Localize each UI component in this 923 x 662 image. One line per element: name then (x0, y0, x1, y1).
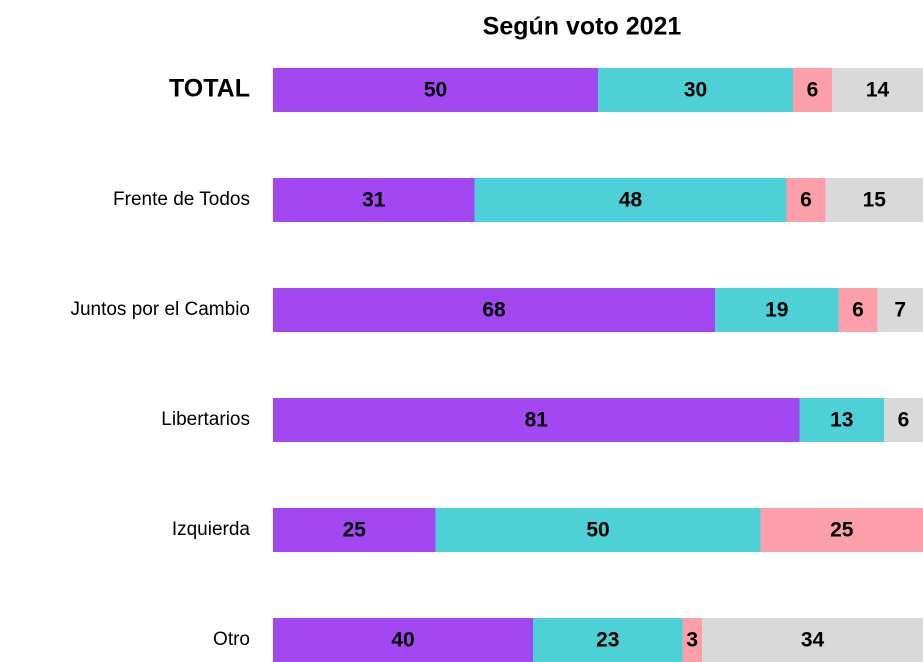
value-label: 6 (807, 79, 819, 102)
value-label: 7 (894, 299, 906, 322)
bar-segment (435, 508, 761, 552)
bar-segment (682, 618, 702, 662)
bar-segment (877, 288, 923, 332)
bar-segment (884, 398, 923, 442)
bar-segment (273, 618, 533, 662)
value-label: 13 (830, 409, 853, 432)
value-label: 14 (866, 79, 890, 102)
bar-segment (273, 288, 715, 332)
value-label: 23 (596, 629, 619, 652)
category-label: Juntos por el Cambio (70, 299, 250, 320)
value-label: 6 (800, 189, 812, 212)
bar-segment (702, 618, 923, 662)
value-label: 19 (765, 299, 788, 322)
value-label: 3 (686, 629, 698, 652)
category-label: TOTAL (169, 75, 250, 103)
bar-segment (273, 508, 436, 552)
bar-segment (825, 178, 923, 222)
value-label: 68 (482, 299, 506, 322)
value-label: 31 (362, 189, 386, 212)
value-label: 30 (684, 79, 707, 102)
value-label: 25 (343, 519, 367, 542)
category-label: Otro (213, 629, 250, 650)
bar-segment (760, 508, 923, 552)
bar-segment (598, 68, 793, 112)
value-label: 50 (424, 79, 447, 102)
value-label: 25 (830, 519, 854, 542)
bar-segment (273, 68, 598, 112)
bar-segment (838, 288, 878, 332)
value-label: 81 (525, 409, 549, 432)
bar-segment (799, 398, 884, 442)
bar-segment (832, 68, 923, 112)
bar-segment (533, 618, 683, 662)
bar-segment (273, 398, 800, 442)
value-label: 34 (801, 629, 825, 652)
chart-title: Según voto 2021 (483, 13, 682, 41)
value-label: 48 (619, 189, 643, 212)
value-label: 6 (852, 299, 864, 322)
category-label: Frente de Todos (113, 189, 250, 210)
value-label: 15 (863, 189, 887, 212)
value-label: 6 (898, 409, 910, 432)
bar-segment (474, 178, 787, 222)
category-label: Izquierda (172, 519, 251, 540)
bar-segment (715, 288, 839, 332)
category-label: Libertarios (161, 409, 250, 430)
bar-segment (793, 68, 832, 112)
value-label: 40 (391, 629, 414, 652)
bar-segment (786, 178, 826, 222)
bar-segment (273, 178, 475, 222)
value-label: 50 (586, 519, 609, 542)
